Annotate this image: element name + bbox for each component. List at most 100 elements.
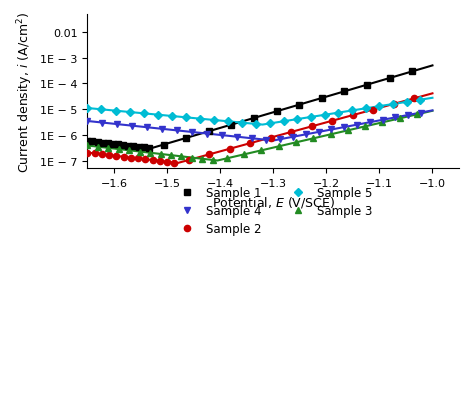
Sample 5 (211, 118, 217, 123)
Sample 2 (84, 151, 90, 156)
Sample 2 (247, 142, 253, 146)
Sample 5 (99, 108, 104, 112)
Sample 2 (121, 155, 127, 160)
Sample 4 (380, 118, 385, 123)
Sample 3 (200, 157, 205, 162)
Sample 1 (105, 142, 111, 146)
Sample 3 (179, 155, 184, 160)
Sample 3 (397, 117, 402, 121)
Sample 4 (204, 132, 210, 137)
Sample 3 (276, 144, 282, 149)
Sample 5 (169, 114, 174, 119)
Sample 1 (95, 140, 100, 145)
Sample 5 (363, 107, 368, 112)
Sample 5 (267, 121, 273, 126)
Sample 5 (127, 110, 132, 115)
Sample 1 (161, 143, 166, 148)
Sample 4 (316, 130, 321, 135)
Sample 3 (84, 144, 90, 148)
Sample 3 (105, 146, 111, 151)
Sample 1 (126, 144, 131, 149)
Sample 5 (84, 106, 90, 111)
Line: Sample 5: Sample 5 (84, 97, 423, 128)
X-axis label: Potential, $E$ (V/SCE): Potential, $E$ (V/SCE) (212, 194, 335, 209)
Sample 5 (225, 119, 231, 124)
Sample 1 (364, 83, 370, 88)
Sample 2 (329, 119, 335, 124)
Sample 3 (210, 158, 216, 163)
Sample 2 (268, 136, 273, 141)
Sample 5 (254, 122, 259, 127)
Sample 2 (227, 147, 233, 152)
Sample 5 (141, 112, 146, 117)
Sample 2 (391, 102, 396, 107)
Sample 3 (328, 133, 333, 137)
Sample 2 (157, 159, 163, 164)
Sample 3 (127, 148, 132, 153)
Sample 4 (159, 127, 165, 132)
Sample 3 (241, 153, 247, 157)
Sample 5 (155, 113, 161, 118)
Sample 5 (349, 109, 355, 114)
Sample 4 (129, 124, 135, 129)
Sample 1 (387, 76, 392, 81)
Sample 2 (135, 157, 141, 162)
Sample 4 (174, 128, 180, 133)
Sample 4 (264, 138, 269, 143)
Sample 2 (128, 156, 134, 161)
Sample 5 (281, 119, 287, 124)
Sample 3 (362, 125, 368, 130)
Sample 4 (405, 113, 411, 118)
Sample 1 (251, 116, 257, 121)
Sample 1 (110, 142, 116, 147)
Sample 5 (183, 116, 189, 121)
Sample 1 (183, 136, 189, 141)
Sample 1 (115, 143, 121, 148)
Sample 3 (116, 147, 121, 152)
Sample 5 (294, 117, 300, 122)
Sample 3 (95, 145, 100, 150)
Sample 5 (336, 111, 341, 116)
Sample 5 (376, 104, 382, 109)
Line: Sample 3: Sample 3 (84, 112, 420, 164)
Legend: Sample 1, Sample 4, Sample 2, Sample 5, Sample 3: Sample 1, Sample 4, Sample 2, Sample 5, … (169, 182, 377, 240)
Sample 2 (150, 158, 155, 163)
Sample 2 (309, 125, 315, 130)
Sample 4 (341, 125, 347, 130)
Sample 4 (328, 128, 334, 133)
Sample 3 (224, 157, 230, 162)
Sample 5 (404, 100, 410, 105)
Sample 4 (290, 135, 296, 140)
Sample 5 (308, 115, 314, 120)
Sample 5 (197, 117, 203, 122)
Line: Sample 2: Sample 2 (84, 96, 417, 166)
Sample 2 (172, 161, 177, 166)
Sample 4 (144, 126, 150, 130)
Sample 2 (411, 97, 417, 101)
Sample 4 (303, 133, 309, 137)
Sample 3 (310, 137, 316, 142)
Sample 1 (206, 130, 211, 135)
Sample 5 (239, 121, 245, 126)
Sample 1 (84, 139, 90, 144)
Sample 4 (277, 137, 283, 142)
Sample 1 (130, 144, 136, 149)
Sample 1 (90, 139, 95, 144)
Sample 1 (319, 96, 325, 101)
Sample 1 (409, 70, 415, 75)
Line: Sample 4: Sample 4 (84, 110, 424, 144)
Sample 3 (414, 112, 420, 117)
Line: Sample 1: Sample 1 (84, 69, 415, 152)
Sample 5 (113, 109, 118, 114)
Sample 4 (234, 135, 239, 140)
Sample 1 (120, 143, 126, 148)
Sample 2 (92, 152, 98, 157)
Sample 3 (293, 141, 299, 146)
Sample 1 (341, 90, 347, 94)
Sample 3 (158, 152, 164, 157)
Sample 2 (106, 153, 112, 158)
Sample 4 (114, 122, 120, 127)
Sample 4 (249, 137, 255, 142)
Sample 1 (296, 103, 302, 108)
Sample 4 (418, 111, 424, 116)
